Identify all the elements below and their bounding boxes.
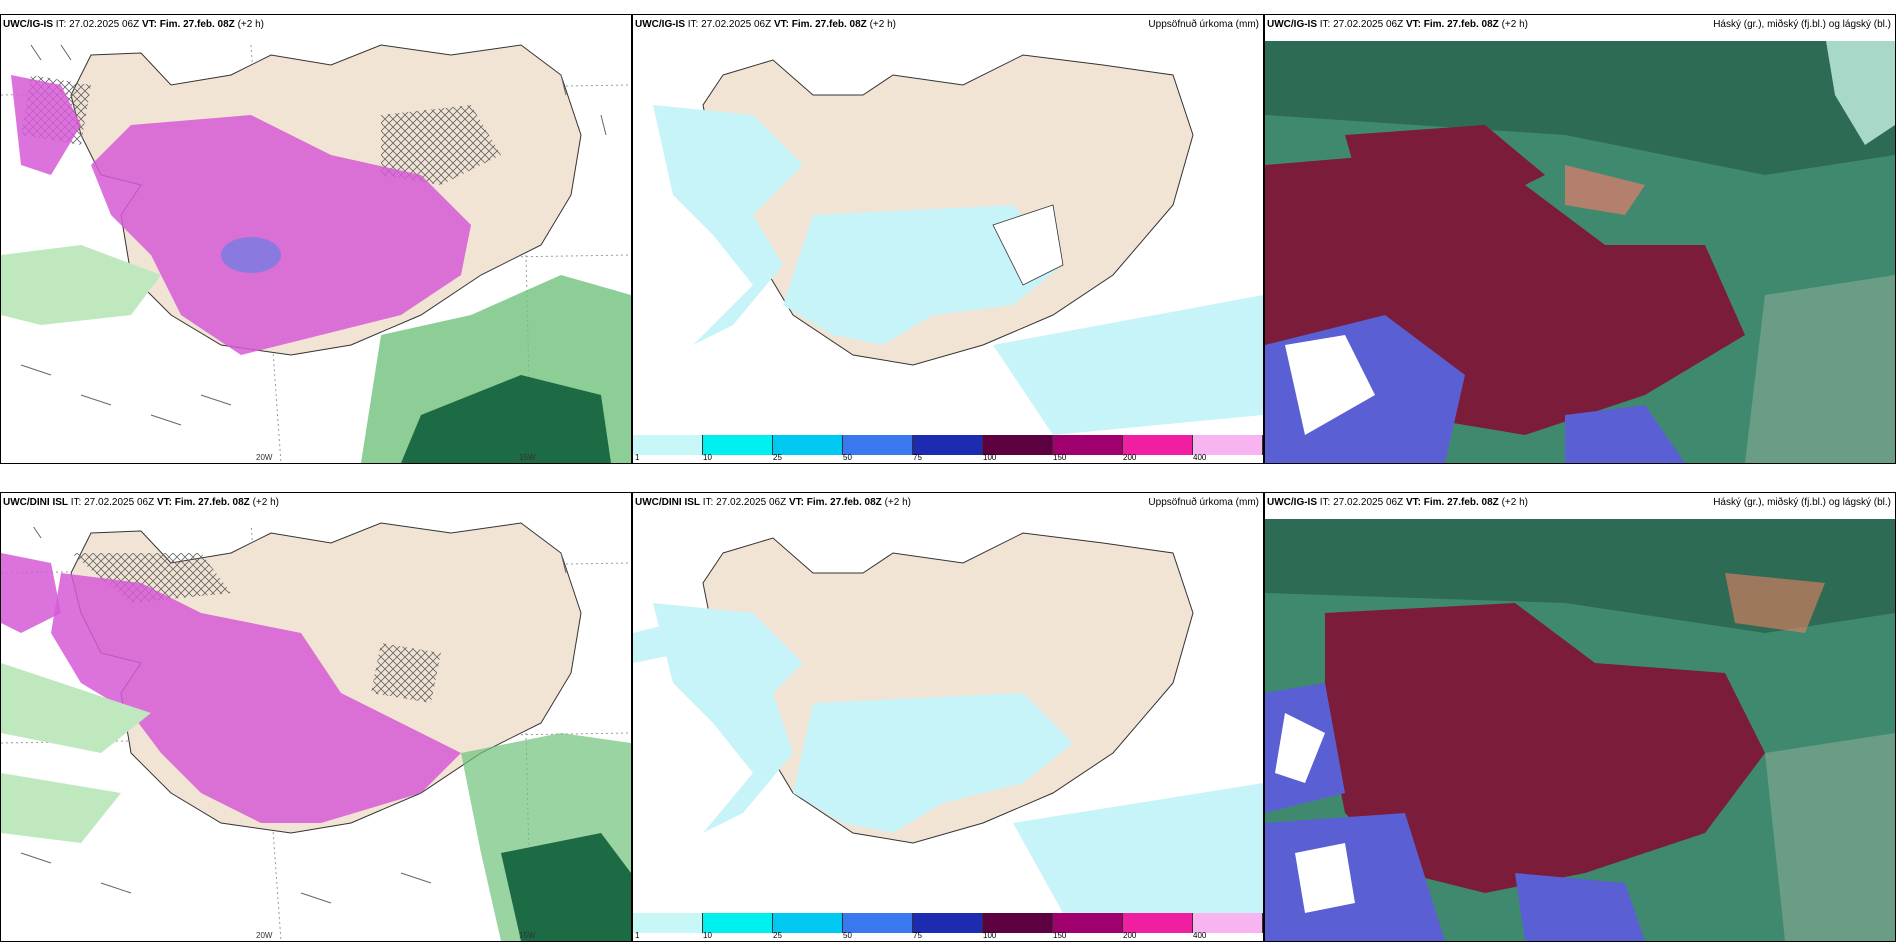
model-name: UWC/IG-IS [1267, 19, 1317, 30]
panel-bottom-precip: UWC/DINI ISL IT: 27.02.2025 06Z VT: Fim.… [632, 492, 1264, 942]
forecast-offset: (+2 h) [252, 497, 279, 508]
colorbar-swatch [913, 913, 983, 933]
colorbar-label: 1 [635, 453, 640, 462]
forecast-offset: (+2 h) [1501, 497, 1528, 508]
colorbar-swatch [1123, 913, 1193, 933]
init-time: IT: 27.02.2025 06Z [687, 19, 772, 30]
lon-tick: 20W [256, 453, 273, 462]
init-time: IT: 27.02.2025 06Z [1319, 19, 1404, 30]
colorbar [633, 913, 1263, 933]
lon-tick: 20W [256, 931, 273, 940]
colorbar-swatch [913, 435, 983, 455]
colorbar [633, 435, 1263, 455]
init-time: IT: 27.02.2025 06Z [70, 497, 155, 508]
valid-time: Fim. 27.feb. 08Z [1423, 19, 1499, 30]
colorbar-swatch [1193, 913, 1263, 933]
precip-title: Uppsöfnuð úrkoma (mm) [1148, 497, 1259, 508]
map-wind-precip [1, 493, 631, 941]
cloud-title: Háský (gr.), miðský (fj.bl.) og lágský (… [1713, 497, 1891, 508]
model-name: UWC/IG-IS [1267, 497, 1317, 508]
model-name: UWC/DINI ISL [635, 497, 700, 508]
panel-top-clouds: UWC/IG-IS IT: 27.02.2025 06Z VT: Fim. 27… [1264, 14, 1896, 464]
colorbar-swatch [1123, 435, 1193, 455]
colorbar-swatch [1193, 435, 1263, 455]
colorbar-swatch [633, 913, 703, 933]
map-accum-precip [633, 15, 1263, 435]
valid-time-label: VT: [141, 19, 157, 30]
panel-top-precip: UWC/IG-IS IT: 27.02.2025 06Z VT: Fim. 27… [632, 14, 1264, 464]
model-name: UWC/IG-IS [635, 19, 685, 30]
colorbar-label: 400 [1193, 931, 1207, 940]
colorbar-swatch [1053, 913, 1123, 933]
forecast-offset: (+2 h) [884, 497, 911, 508]
colorbar-label: 100 [983, 931, 997, 940]
lon-tick: 15W [519, 453, 536, 462]
colorbar-label: 50 [843, 931, 852, 940]
colorbar-label: 200 [1123, 453, 1137, 462]
map-accum-precip [633, 493, 1263, 913]
colorbar-swatch [703, 435, 773, 455]
panel-bottom-wind: UWC/DINI ISL IT: 27.02.2025 06Z VT: Fim.… [0, 492, 632, 942]
colorbar-swatch [983, 435, 1053, 455]
colorbar-label: 10 [703, 931, 712, 940]
panel-bottom-clouds: UWC/IG-IS IT: 27.02.2025 06Z VT: Fim. 27… [1264, 492, 1896, 942]
colorbar-swatch [843, 435, 913, 455]
panel-top-wind: UWC/IG-IS IT: 27.02.2025 06Z VT: Fim. 27… [0, 14, 632, 464]
map-wind-precip [1, 15, 631, 463]
valid-time: Fim. 27.feb. 08Z [174, 497, 250, 508]
colorbar-swatch [703, 913, 773, 933]
model-name: UWC/IG-IS [3, 19, 53, 30]
colorbar-swatch [843, 913, 913, 933]
valid-time: Fim. 27.feb. 08Z [1423, 497, 1499, 508]
panel-header: UWC/IG-IS IT: 27.02.2025 06Z VT: Fim. 27… [1265, 15, 1895, 41]
colorbar-swatch [633, 435, 703, 455]
colorbar-label: 400 [1193, 453, 1207, 462]
forecast-offset: (+2 h) [1501, 19, 1528, 30]
colorbar-label: 150 [1053, 453, 1067, 462]
colorbar-swatch [983, 913, 1053, 933]
panel-header: UWC/IG-IS IT: 27.02.2025 06Z VT: Fim. 27… [1, 15, 631, 41]
colorbar-label: 100 [983, 453, 997, 462]
colorbar-label: 10 [703, 453, 712, 462]
init-time: IT: 27.02.2025 06Z [702, 497, 787, 508]
valid-time-label: VT: [1405, 497, 1421, 508]
forecast-offset: (+2 h) [237, 19, 264, 30]
colorbar-label: 1 [635, 931, 640, 940]
valid-time: Fim. 27.feb. 08Z [806, 497, 882, 508]
precip-title: Uppsöfnuð úrkoma (mm) [1148, 19, 1259, 30]
colorbar-swatch [773, 435, 843, 455]
panel-header: UWC/DINI ISL IT: 27.02.2025 06Z VT: Fim.… [1, 493, 305, 527]
valid-time: Fim. 27.feb. 08Z [159, 19, 235, 30]
panel-header: UWC/IG-IS IT: 27.02.2025 06Z VT: Fim. 27… [1265, 493, 1895, 519]
colorbar-label: 150 [1053, 931, 1067, 940]
colorbar-swatch [773, 913, 843, 933]
valid-time-label: VT: [788, 497, 804, 508]
map-cloud-layers [1265, 15, 1895, 463]
init-time: IT: 27.02.2025 06Z [55, 19, 140, 30]
model-name: UWC/DINI ISL [3, 497, 68, 508]
colorbar-label: 50 [843, 453, 852, 462]
forecast-offset: (+2 h) [869, 19, 896, 30]
valid-time-label: VT: [156, 497, 172, 508]
lon-tick: 15W [519, 931, 536, 940]
colorbar-label: 200 [1123, 931, 1137, 940]
colorbar-label: 75 [913, 931, 922, 940]
panel-header: UWC/DINI ISL IT: 27.02.2025 06Z VT: Fim.… [633, 493, 1263, 519]
colorbar-swatch [1053, 435, 1123, 455]
colorbar-label: 75 [913, 453, 922, 462]
colorbar-label: 25 [773, 453, 782, 462]
valid-time-label: VT: [773, 19, 789, 30]
valid-time-label: VT: [1405, 19, 1421, 30]
panel-header: UWC/IG-IS IT: 27.02.2025 06Z VT: Fim. 27… [633, 15, 1263, 41]
init-time: IT: 27.02.2025 06Z [1319, 497, 1404, 508]
cloud-title: Háský (gr.), miðský (fj.bl.) og lágský (… [1713, 19, 1891, 30]
colorbar-label: 25 [773, 931, 782, 940]
valid-time: Fim. 27.feb. 08Z [791, 19, 867, 30]
map-cloud-layers [1265, 493, 1895, 941]
